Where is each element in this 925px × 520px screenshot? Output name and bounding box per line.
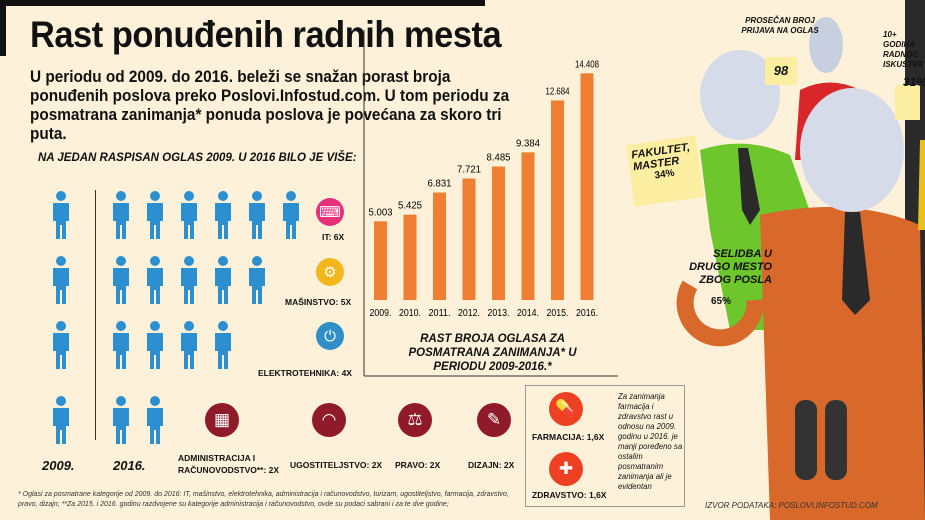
bar-2015. [551,100,564,300]
person-figure [50,320,72,370]
person-figure [178,320,200,370]
orange-shirt-person [760,88,925,520]
education-sticky: FAKULTET, MASTER 34% [626,135,704,207]
bar-value-label: 9.384 [516,138,540,149]
health-note: Za zanimanja farmacija i zdravstvo rast … [618,392,683,491]
bar-2010. [403,214,417,300]
person-figure [212,190,234,240]
category-label-it: IT: 6X [322,232,345,242]
person-figure [280,190,302,240]
cloche-icon: ◠ [312,403,346,437]
title-bar-decoration [0,0,485,6]
x-tick-label: 2013. [488,308,510,319]
experience-label: 10+ GODINA RADNOG ISKUSTVA [883,30,923,69]
person-figure [144,190,166,240]
intro-text: U periodu od 2009. do 2016. beleži se sn… [30,68,510,143]
person-figure [110,255,132,305]
person-figure [50,190,72,240]
person-figure [110,395,132,445]
person-figure [144,320,166,370]
bar-value-label: 8.485 [487,153,511,164]
design-icon: ✎ [477,403,511,437]
person-figure [144,255,166,305]
person-figure [212,320,234,370]
person-figure [144,395,166,445]
bar-value-label: 12.684 [546,86,570,97]
title-accent [0,6,6,56]
bar-value-label: 5.003 [369,207,393,218]
person-figure [246,255,268,305]
gear-icon: ⚙ [316,258,344,286]
bar-value-label: 6.831 [428,179,452,190]
person-figure [110,320,132,370]
keyboard-icon: ⌨ [316,198,344,226]
section-subtitle: NA JEDAN RASPISAN OGLAS 2009. U 2016 BIL… [38,152,357,164]
divider [95,190,96,440]
x-tick-label: 2011. [429,308,451,319]
relocation-label: SELIDBA U DRUGO MESTO ZBOG POSLA [689,248,772,286]
bar-value-label: 14.408 [575,59,599,70]
year-2009-label: 2009. [42,458,75,473]
applications-value: 98 [765,57,797,85]
applications-label: PROSEČAN BROJ PRIJAVA NA OGLAS [741,16,819,35]
bar-2012. [462,178,476,300]
medkit-icon: ✚ [549,452,583,486]
relocation-sticky: SELIDBA U DRUGO MESTO ZBOG POSLA [670,245,775,320]
category-label-masinstvo: MAŠINSTVO: 5X [285,297,352,307]
bar-value-label: 5.425 [398,201,422,212]
year-2016-label: 2016. [113,458,146,473]
zdravstvo-label: ZDRAVSTVO: 1,6X [532,490,607,500]
chart-title: RAST BROJA OGLASA ZA POSMATRANA ZANIMANJ… [408,333,577,373]
category-label-ugostiteljstvo: UGOSTITELJSTVO: 2X [290,460,383,470]
bar-2014. [521,152,535,300]
bar-chart: 5.003 2009. 5.425 2010. 6.831 2011. 7.721 2012.… [363,30,618,377]
x-tick-label: 2016. [576,308,598,319]
x-tick-label: 2015. [547,308,569,319]
business-people-illustration [676,0,925,520]
data-source: IZVOR PODATAKA: POSLOVI.INFOSTUD.COM [705,501,878,510]
bar-2009. [374,221,387,300]
category-label-pravo: PRAVO: 2X [395,460,441,470]
person-figure [50,255,72,305]
person-figure [178,190,200,240]
x-tick-label: 2009. [370,308,392,319]
person-figure [50,395,72,445]
x-tick-label: 2012. [458,308,480,319]
category-label-elektrotehnika: ELEKTROTEHNIKA: 4X [258,368,352,378]
bar-2011. [433,192,446,300]
person-figure [212,255,234,305]
person-figure [178,255,200,305]
person-figure [246,190,268,240]
bar-2016. [580,73,594,300]
plug-icon: ⏻ [316,322,344,350]
farmacija-label: FARMACIJA: 1,6X [532,432,605,442]
category-label-administracija: ADMINISTRACIJA I RAČUNOVODSTVO**: 2X [178,453,280,475]
x-tick-label: 2014. [517,308,539,319]
footnote: * Oglasi za posmatrane kategorije od 200… [18,491,509,508]
bar-value-label: 7.721 [457,165,481,176]
relocation-value: 65% [711,296,732,307]
person-figure [110,190,132,240]
scales-icon: ⚖ [398,403,432,437]
calculator-icon: ▦ [205,403,239,437]
x-tick-label: 2010. [399,308,421,319]
health-info-box: 💊 FARMACIJA: 1,6X ✚ ZDRAVSTVO: 1,6X Za z… [525,385,685,507]
category-label-dizajn: DIZAJN: 2X [468,460,515,470]
experience-value: 31% [903,75,925,89]
pills-icon: 💊 [549,392,583,426]
bar-2013. [492,166,505,300]
page-title: Rast ponuđenih radnih mesta [30,14,502,55]
